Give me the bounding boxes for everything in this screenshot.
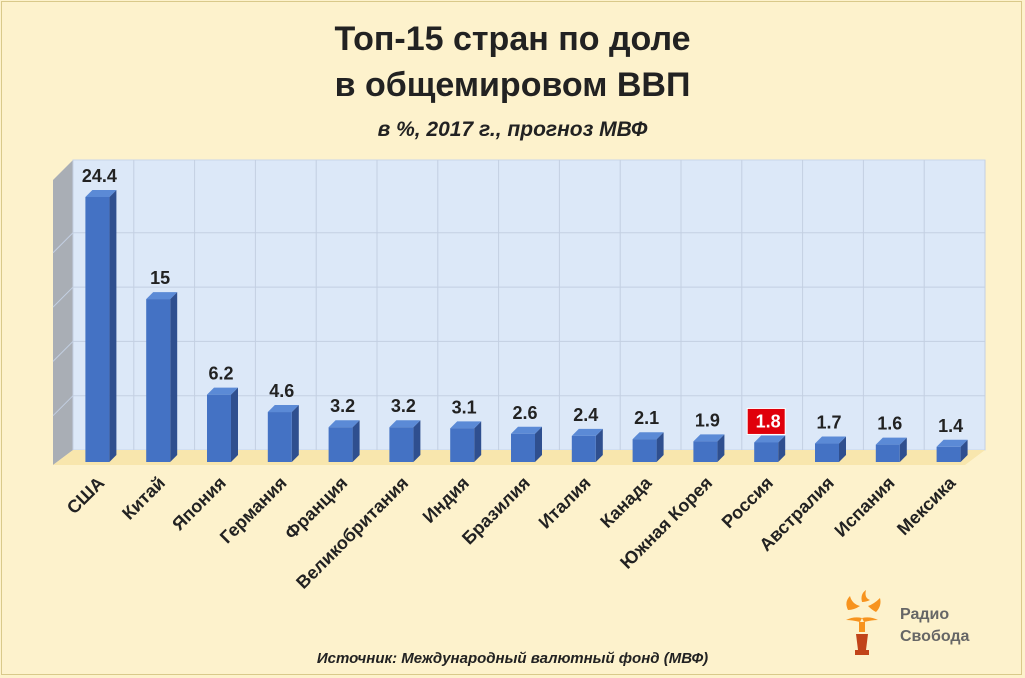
chart-subtitle: в %, 2017 г., прогноз МВФ bbox=[377, 118, 648, 141]
bar-side bbox=[109, 190, 117, 462]
plot-side-wall bbox=[53, 160, 73, 465]
category-label: Великобритания bbox=[292, 473, 412, 593]
data-label: 24.4 bbox=[82, 166, 117, 186]
chart-title-line2: в общемировом ВВП bbox=[334, 66, 691, 104]
data-label: 3.2 bbox=[391, 396, 416, 416]
category-label: Канада bbox=[596, 472, 656, 532]
data-label: 2.4 bbox=[573, 405, 598, 425]
bar-side bbox=[839, 436, 846, 462]
bar-top bbox=[207, 387, 238, 395]
data-label: 1.9 bbox=[695, 410, 720, 430]
category-label: Индия bbox=[419, 473, 473, 527]
data-label: 2.1 bbox=[634, 408, 659, 428]
bar-top bbox=[328, 420, 360, 428]
bar-top bbox=[754, 435, 786, 443]
data-label: 1.8 bbox=[756, 411, 781, 431]
bar bbox=[875, 444, 900, 462]
bar-top bbox=[267, 405, 299, 413]
gridline-side bbox=[52, 395, 74, 417]
bar bbox=[328, 427, 353, 462]
bar bbox=[815, 443, 839, 462]
highlight-label-bg bbox=[746, 407, 786, 435]
logo-text-line2: Свобода bbox=[900, 628, 970, 645]
bar-top bbox=[450, 421, 482, 429]
bar-side bbox=[899, 437, 907, 462]
bar bbox=[389, 427, 414, 462]
bar-side bbox=[231, 387, 238, 462]
data-label: 4.6 bbox=[269, 381, 294, 401]
data-label: 6.2 bbox=[208, 364, 233, 384]
bar bbox=[450, 428, 475, 462]
bar-top bbox=[85, 190, 117, 197]
bar-side bbox=[717, 434, 725, 462]
bar-side bbox=[535, 426, 542, 462]
bar-top bbox=[632, 432, 664, 440]
gridline-side bbox=[52, 341, 74, 362]
logo-text-line1: Радио bbox=[900, 606, 950, 623]
bar-side bbox=[595, 428, 603, 462]
bar bbox=[511, 433, 535, 462]
torch-icon bbox=[846, 590, 881, 655]
gridline-side bbox=[52, 286, 74, 308]
bar bbox=[693, 441, 718, 462]
data-label: 15 bbox=[150, 268, 170, 288]
category-label: США bbox=[63, 473, 108, 518]
data-label: 1.4 bbox=[938, 416, 963, 436]
category-label: Германия bbox=[216, 473, 291, 548]
source-note: Источник: Международный валютный фонд (М… bbox=[316, 650, 709, 667]
category-label: Япония bbox=[168, 473, 230, 535]
bar bbox=[267, 412, 292, 462]
bar-side bbox=[413, 420, 421, 462]
bar bbox=[571, 435, 596, 462]
bar-top bbox=[815, 436, 846, 444]
bar-top bbox=[146, 292, 178, 300]
bar-top bbox=[571, 428, 603, 436]
bar-side bbox=[170, 292, 178, 462]
category-label: Мексика bbox=[893, 472, 960, 539]
gridline-side bbox=[52, 232, 74, 254]
bar bbox=[207, 394, 231, 462]
bar-top bbox=[389, 420, 421, 428]
bar-side bbox=[352, 420, 360, 462]
bar bbox=[146, 299, 171, 462]
bar bbox=[754, 442, 779, 462]
bar bbox=[632, 439, 657, 462]
bar-side bbox=[474, 421, 482, 462]
bar-side bbox=[291, 405, 299, 462]
category-label: Россия bbox=[718, 473, 777, 532]
bar-top bbox=[875, 437, 907, 445]
data-label: 1.7 bbox=[816, 413, 841, 433]
bar-side bbox=[960, 439, 968, 462]
category-label: Испания bbox=[831, 473, 899, 541]
data-label: 2.6 bbox=[512, 403, 537, 423]
data-label: 3.2 bbox=[330, 396, 355, 416]
data-label: 3.1 bbox=[452, 397, 477, 417]
chart-title-line1: Топ-15 стран по доле bbox=[334, 20, 691, 58]
bar-top bbox=[693, 434, 725, 442]
bar bbox=[936, 446, 961, 462]
data-label: 1.6 bbox=[877, 414, 902, 434]
bar-side bbox=[778, 435, 786, 462]
bar-side bbox=[656, 432, 664, 462]
category-label: Китай bbox=[118, 473, 169, 524]
bar-top bbox=[511, 426, 542, 434]
bar bbox=[85, 197, 110, 462]
bar-top bbox=[936, 439, 968, 447]
category-label: Италия bbox=[535, 473, 595, 533]
